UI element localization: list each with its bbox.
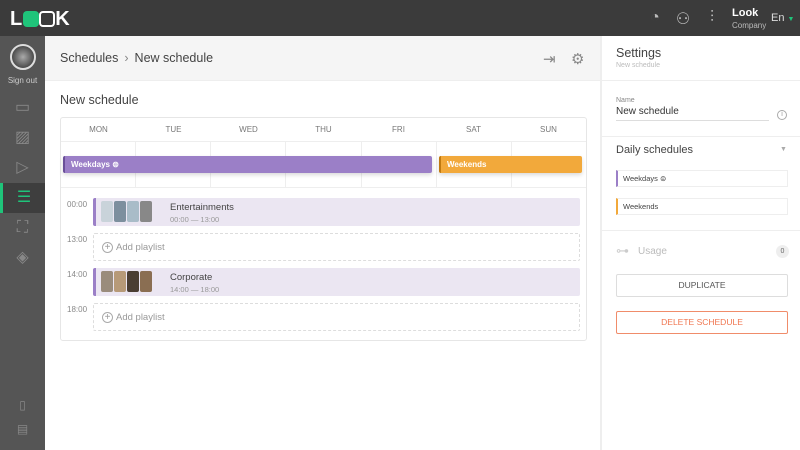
info-icon[interactable]: i (777, 110, 787, 120)
add-playlist-slot[interactable]: + Add playlist (93, 303, 580, 331)
main-header: Schedules › New schedule ⇥ ⚙ (45, 36, 600, 81)
breadcrumb: Schedules › New schedule (60, 51, 213, 65)
layers-icon: ⊜ (112, 160, 119, 169)
company-label: Company (732, 21, 767, 30)
chat-icon[interactable]: ▤ (16, 422, 29, 436)
breadcrumb-current: New schedule (134, 51, 214, 65)
plus-circle-icon: + (102, 242, 113, 253)
schedule-calendar: MON TUE WED THU FRI SAT SUN Weekdays ⊜ W… (60, 117, 587, 341)
settings-title: Settings (616, 46, 662, 60)
sign-out-link[interactable]: Sign out (7, 76, 38, 85)
export-icon[interactable]: ⇥ (543, 51, 556, 68)
slot-time: 13:00 (67, 235, 88, 244)
day-header: SAT (466, 125, 481, 134)
sidebar: Sign out ▭ ▨ ▷ ☰ ⛶ ◈ ▯ ▤ (0, 36, 45, 450)
schedule-icon[interactable]: ☰ (0, 183, 45, 213)
slot-time: 18:00 (67, 305, 88, 314)
day-header: THU (315, 125, 332, 134)
bar-label: Weekdays (71, 160, 110, 169)
daily-item-label: Weekdays (623, 174, 658, 183)
page-title: New schedule (60, 93, 139, 107)
daily-item-weekends[interactable]: Weekends (616, 198, 788, 215)
company-name[interactable]: Look (732, 7, 759, 19)
plus-circle-icon: + (102, 312, 113, 323)
delete-schedule-button[interactable]: DELETE SCHEDULE (616, 311, 788, 334)
day-header: SUN (540, 125, 557, 134)
day-header: TUE (165, 125, 182, 134)
analytics-icon[interactable]: ◔ (650, 9, 660, 26)
usage-count-badge: 0 (776, 245, 789, 258)
usage-label[interactable]: Usage (638, 246, 667, 257)
duplicate-button[interactable]: DUPLICATE (616, 274, 788, 297)
chevron-down-icon[interactable]: ▼ (780, 146, 787, 153)
playlist-slot[interactable]: Entertainments 00:00 — 13:00 (93, 198, 580, 226)
settings-subtitle: New schedule (616, 62, 660, 69)
add-playlist-label: Add playlist (116, 242, 165, 253)
name-input[interactable]: New schedule (616, 106, 769, 121)
slot-time: 00:00 (67, 200, 88, 209)
playlist-thumbnails (101, 271, 152, 292)
widgets-icon[interactable]: ⛶ (16, 219, 29, 236)
images-icon[interactable]: ▨ (14, 129, 31, 146)
playlist-range: 00:00 — 13:00 (170, 215, 220, 224)
playlist-name: Corporate (170, 272, 213, 283)
playlist-range: 14:00 — 18:00 (170, 285, 220, 294)
weekends-bar[interactable]: Weekends (439, 156, 582, 173)
settings-panel: Settings New schedule Name New schedule … (600, 36, 800, 450)
day-header: WED (239, 125, 258, 134)
sitemap-icon: ⊶ (616, 243, 629, 258)
layers-icon: ⊜ (659, 174, 667, 183)
name-label: Name (616, 97, 635, 104)
playlist-name: Entertainments (170, 202, 234, 213)
day-header: MON (89, 125, 108, 134)
settings-sliders-icon[interactable]: ⫶ (709, 9, 714, 26)
layers-icon[interactable]: ◈ (16, 249, 29, 266)
playlist-slot[interactable]: Corporate 14:00 — 18:00 (93, 268, 580, 296)
day-header: FRI (392, 125, 405, 134)
book-icon[interactable]: ▯ (19, 398, 26, 412)
breadcrumb-schedules[interactable]: Schedules (60, 51, 119, 65)
daily-item-label: Weekends (623, 202, 659, 211)
language-value: En (771, 12, 785, 24)
daily-schedules-title[interactable]: Daily schedules (616, 144, 694, 156)
daily-item-weekdays[interactable]: Weekdays ⊜ (616, 170, 788, 187)
playlist-thumbnails (101, 201, 152, 222)
bar-label: Weekends (447, 160, 487, 169)
chevron-right-icon: › (124, 51, 129, 65)
slot-time: 14:00 (67, 270, 88, 279)
chevron-down-icon: ▼ (787, 16, 795, 23)
language-select[interactable]: En ▼ (771, 12, 794, 24)
weekdays-bar[interactable]: Weekdays ⊜ (63, 156, 432, 173)
add-playlist-label: Add playlist (116, 312, 165, 323)
add-playlist-slot[interactable]: + Add playlist (93, 233, 580, 261)
gear-icon[interactable]: ⚙ (571, 51, 585, 68)
avatar[interactable] (10, 44, 36, 70)
users-icon[interactable]: ⚇ (675, 11, 691, 28)
video-icon[interactable]: ▷ (16, 159, 29, 176)
display-icon[interactable]: ▭ (14, 99, 31, 116)
